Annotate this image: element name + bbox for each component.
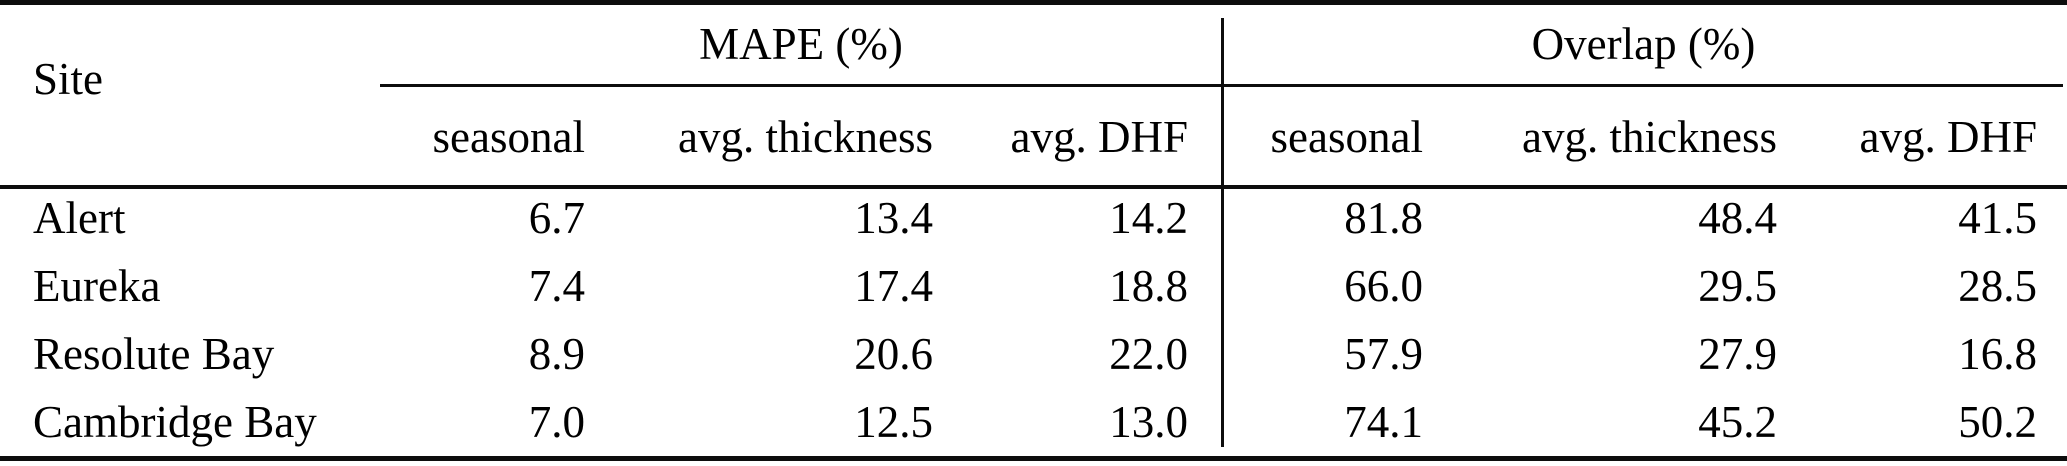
table-cell: 20.6 [854, 328, 933, 379]
table-cell: 12.5 [854, 396, 933, 447]
table-cell: 41.5 [1958, 193, 2037, 244]
table-cell: 14.2 [1109, 193, 1188, 244]
table-cell: 45.2 [1698, 396, 1777, 447]
table-cell: 13.0 [1109, 396, 1188, 447]
column-group-mape: MAPE (%) [699, 19, 903, 69]
column-group-overlap: Overlap (%) [1531, 19, 1756, 69]
table-cell: 66.0 [1344, 261, 1423, 312]
row-label-resolute-bay: Resolute Bay [33, 328, 275, 379]
table-cell: 16.8 [1958, 328, 2037, 379]
column-header-site: Site [33, 53, 104, 104]
table-cell: 81.8 [1344, 193, 1423, 244]
column-header-overlap-seasonal: seasonal [1270, 112, 1423, 162]
header-bottom-rule [0, 185, 2067, 189]
table-cell: 27.9 [1698, 328, 1777, 379]
table-cell: 7.0 [528, 396, 585, 447]
row-label-alert: Alert [33, 193, 126, 244]
table-top-rule [0, 0, 2067, 5]
table-cell: 48.4 [1698, 193, 1777, 244]
column-header-mape-avg-dhf: avg. DHF [1010, 112, 1189, 162]
group-divider-line [1221, 18, 1224, 447]
table-cell: 50.2 [1958, 396, 2037, 447]
table-cell: 22.0 [1109, 328, 1188, 379]
table-cell: 57.9 [1344, 328, 1423, 379]
table-cell: 8.9 [528, 328, 585, 379]
table-cell: 74.1 [1344, 396, 1423, 447]
row-label-eureka: Eureka [33, 261, 161, 312]
column-header-overlap-avg-dhf: avg. DHF [1859, 112, 2038, 162]
row-label-cambridge-bay: Cambridge Bay [33, 396, 317, 447]
table-cell: 17.4 [854, 261, 933, 312]
table-cell: 28.5 [1958, 261, 2037, 312]
column-header-mape-seasonal: seasonal [432, 112, 585, 162]
data-table: Site MAPE (%) Overlap (%) seasonal avg. … [0, 5, 2037, 456]
table-cell: 18.8 [1109, 261, 1188, 312]
table-bottom-rule [0, 456, 2067, 461]
table-cell: 29.5 [1698, 261, 1777, 312]
table-cell: 7.4 [528, 261, 585, 312]
column-header-overlap-avg-thickness: avg. thickness [1522, 112, 1777, 162]
table-cell: 6.7 [528, 193, 585, 244]
table-cell: 13.4 [854, 193, 933, 244]
column-header-mape-avg-thickness: avg. thickness [678, 112, 933, 162]
